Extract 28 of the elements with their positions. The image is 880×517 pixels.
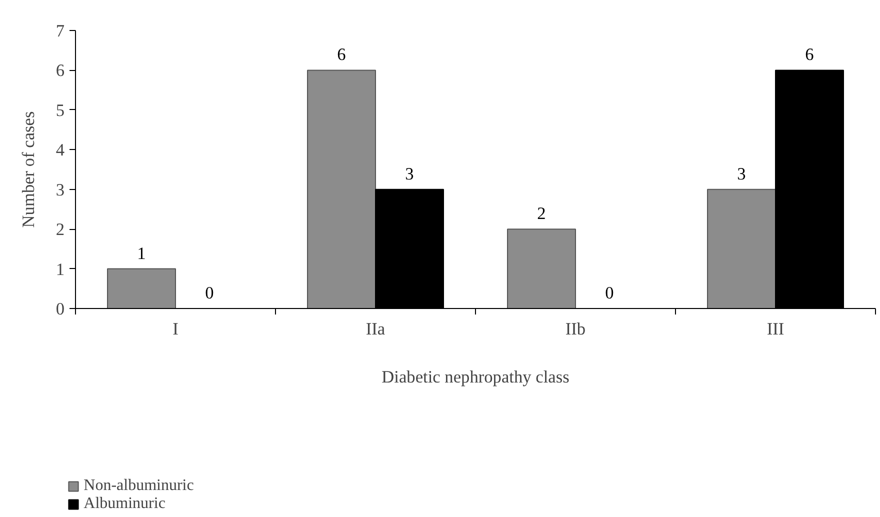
bar xyxy=(107,268,176,308)
x-tick-label: III xyxy=(766,320,784,338)
x-axis-title: Diabetic nephropathy class xyxy=(382,368,570,386)
data-label: 2 xyxy=(537,204,546,224)
y-tick-label: 1 xyxy=(56,260,65,279)
data-label: 6 xyxy=(805,45,814,64)
bar xyxy=(507,228,576,308)
bar xyxy=(307,70,376,308)
y-tick-label: 4 xyxy=(56,140,65,160)
x-tick-label: IIa xyxy=(366,320,386,338)
bar xyxy=(707,188,776,308)
y-tick-label: 0 xyxy=(56,300,65,318)
legend-label: Albuminuric xyxy=(84,494,166,512)
x-tick-label: I xyxy=(172,320,179,338)
y-tick-label: 5 xyxy=(56,100,65,120)
data-label: 0 xyxy=(605,284,614,302)
y-tick-label: 6 xyxy=(56,61,65,80)
data-label: 6 xyxy=(337,45,346,64)
y-tick-label: 7 xyxy=(56,22,65,40)
data-label: 0 xyxy=(205,284,214,302)
data-label: 3 xyxy=(405,164,414,184)
legend-label: Non-albuminuric xyxy=(84,476,194,494)
y-axis-title: Number of cases xyxy=(18,111,38,228)
y-tick-label: 3 xyxy=(56,180,65,200)
y-tick-label: 2 xyxy=(56,220,65,240)
data-label: 1 xyxy=(137,244,146,263)
data-label: 3 xyxy=(737,164,746,184)
x-tick-label: IIb xyxy=(565,320,586,338)
